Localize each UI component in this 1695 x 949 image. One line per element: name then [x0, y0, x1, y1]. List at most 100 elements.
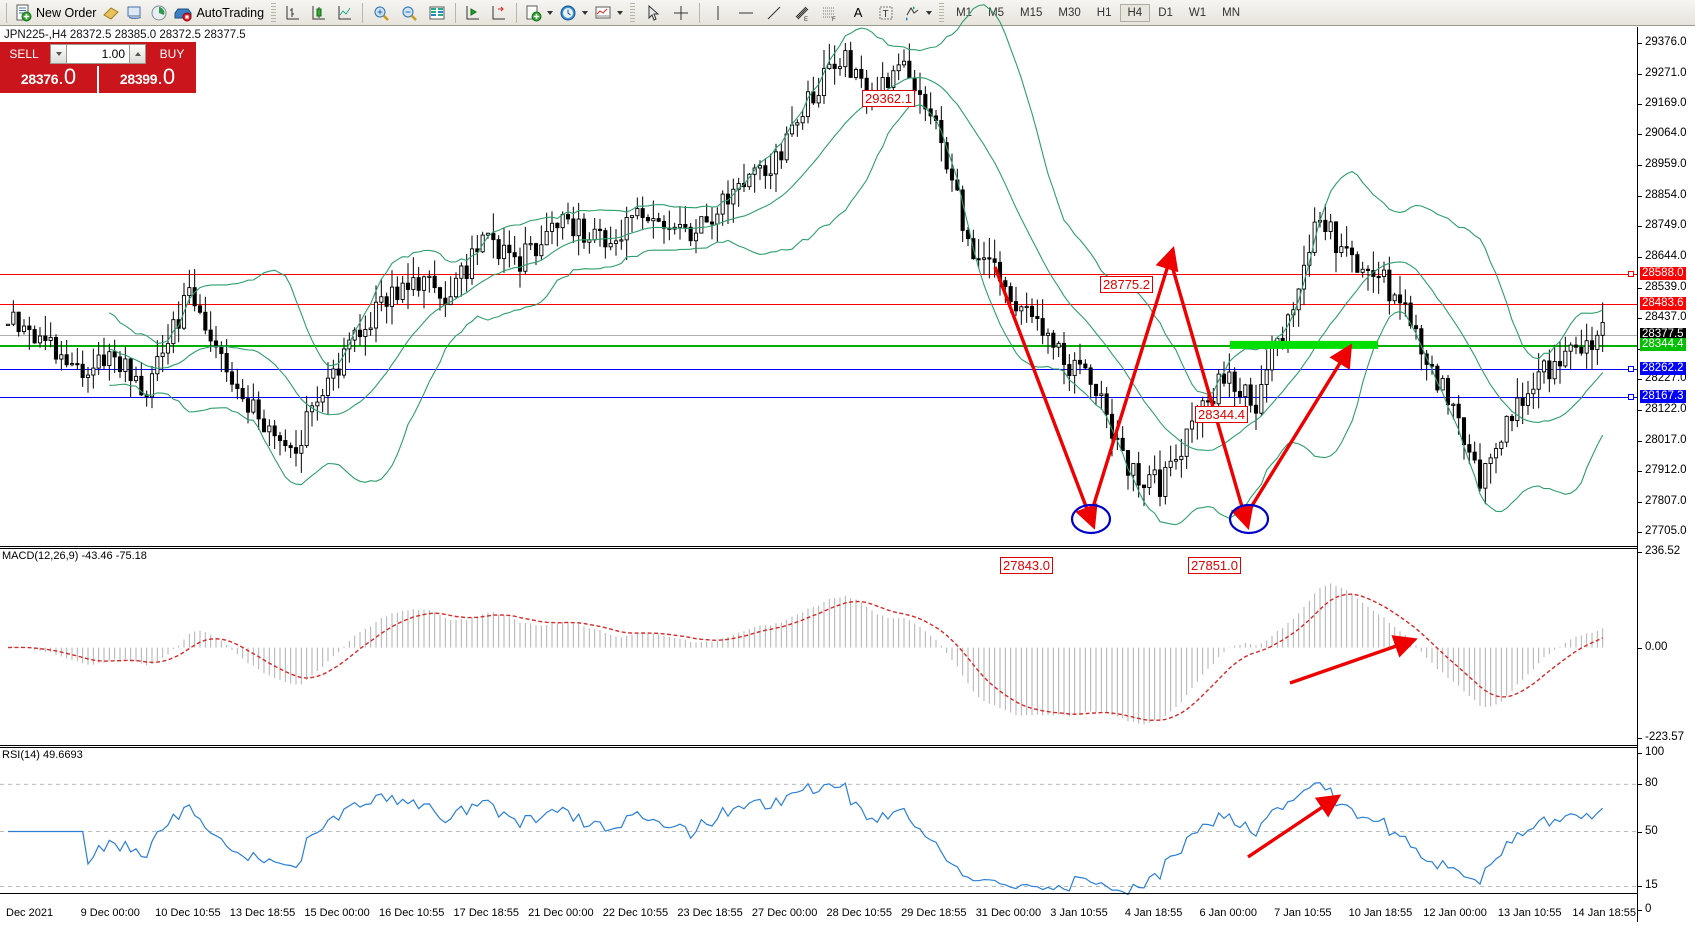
sell-price[interactable]: 28376 . 0 — [0, 66, 97, 93]
time-tick-label: 28 Dec 10:55 — [826, 907, 892, 919]
market-watch-icon[interactable] — [126, 4, 144, 22]
price-level-tag-28588.0[interactable]: 28588.0 — [1640, 266, 1686, 280]
period-caret-icon[interactable] — [582, 10, 589, 15]
time-tick-label: 9 Dec 00:00 — [80, 907, 140, 919]
text-box-icon[interactable]: T — [877, 4, 895, 22]
fibonacci-icon[interactable]: F — [821, 4, 839, 23]
add-indicator-caret-icon[interactable] — [547, 10, 554, 15]
volume-increase-button[interactable] — [129, 44, 146, 64]
price-level-handle[interactable] — [1628, 393, 1634, 400]
templates-caret-icon[interactable] — [617, 10, 624, 15]
templates-button[interactable] — [591, 2, 626, 24]
sell-button[interactable]: SELL — [0, 42, 48, 66]
cursor-icon[interactable] — [644, 4, 662, 22]
price-level-line-28262.2[interactable] — [0, 368, 1637, 370]
time-tick-label: 14 Jan 18:55 — [1572, 907, 1637, 919]
time-tick-label: 10 Jan 18:55 — [1348, 907, 1413, 919]
buy-button[interactable]: BUY — [148, 42, 196, 66]
timeframe-h4[interactable]: H4 — [1119, 3, 1151, 22]
rsi-tick-label: 80 — [1645, 777, 1658, 790]
chart-shift-icon[interactable] — [464, 4, 482, 22]
candlestick-chart-icon[interactable] — [310, 4, 328, 22]
rsi-panel-top-border — [0, 745, 1637, 746]
zoom-out-icon[interactable] — [400, 4, 418, 22]
text-tool-label: A — [853, 5, 863, 20]
tools-icon[interactable] — [102, 4, 120, 22]
new-order-button[interactable]: New Order — [11, 2, 99, 24]
volume-stepper: 1.00 — [48, 42, 148, 66]
macd-tick-label: -223.57 — [1645, 731, 1685, 743]
add-indicator-button[interactable] — [521, 2, 556, 24]
price-level-line-28483.6[interactable] — [0, 304, 1637, 306]
price-tick-label: 28749.0 — [1645, 219, 1687, 232]
price-tick-label: 29169.0 — [1645, 96, 1687, 109]
arrows-caret-icon[interactable] — [926, 10, 933, 15]
price-tick-label: 29271.0 — [1645, 66, 1687, 79]
time-tick-label: 31 Dec 00:00 — [975, 907, 1042, 919]
rsi-title: RSI(14) 49.6693 — [2, 749, 83, 761]
timeframe-m30[interactable]: M30 — [1058, 6, 1081, 19]
buy-price[interactable]: 28399 . 0 — [99, 66, 196, 93]
template-icon — [594, 4, 612, 22]
period-button[interactable] — [556, 2, 591, 24]
time-tick-label: 21 Dec 00:00 — [528, 907, 594, 919]
rsi-tick — [1638, 886, 1642, 888]
timeframe-m5[interactable]: M5 — [988, 6, 1005, 19]
volume-input[interactable]: 1.00 — [67, 44, 129, 64]
volume-decrease-button[interactable] — [50, 44, 67, 64]
timeframe-d1[interactable]: D1 — [1158, 6, 1173, 19]
trendline-icon[interactable] — [765, 4, 783, 22]
auto-scroll-icon[interactable] — [490, 4, 508, 22]
price-level-tag-28262.2[interactable]: 28262.2 — [1640, 361, 1686, 375]
arrows-button[interactable] — [900, 2, 935, 24]
vertical-line-icon[interactable] — [709, 4, 727, 22]
equidistant-channel-icon[interactable]: E — [793, 4, 811, 23]
toolbar-grip-3[interactable] — [939, 2, 945, 23]
zoom-in-icon[interactable] — [372, 4, 390, 22]
new-order-label: New Order — [36, 5, 97, 20]
signals-icon[interactable] — [150, 4, 168, 22]
timeframe-m1[interactable]: M1 — [956, 6, 973, 19]
chart-area[interactable]: 29376.0 29271.0 29169.0 29064.0 28959.0 28854… — [0, 4, 1695, 922]
price-level-handle[interactable] — [1628, 270, 1634, 277]
time-axis[interactable]: Dec 2021 9 Dec 00:00 10 Dec 10:55 13 Dec 18… — [0, 893, 1637, 922]
price-level-tag-28344.4[interactable]: 28344.4 — [1640, 337, 1686, 351]
time-tick-label: 16 Dec 10:55 — [378, 907, 445, 919]
rsi-tick — [1638, 784, 1642, 786]
price-tick — [1638, 317, 1642, 319]
sell-price-main: 28376 — [20, 71, 59, 87]
macd-tick — [1638, 647, 1642, 649]
price-chart-canvas — [5, 4, 1605, 535]
chart-annotation-28344.4[interactable]: 28344.4 — [1195, 406, 1248, 423]
price-level-line-28344.4[interactable] — [0, 344, 1637, 347]
timeframe-h1[interactable]: H1 — [1096, 6, 1112, 19]
chart-annotation-27851.0[interactable]: 27851.0 — [1188, 557, 1241, 574]
rsi-tick — [1638, 753, 1642, 754]
price-level-tag-28483.6[interactable]: 28483.6 — [1640, 297, 1686, 311]
toolbar-grip[interactable] — [271, 2, 277, 23]
text-label-icon[interactable]: A — [849, 4, 867, 22]
time-tick-label: Dec 2021 — [6, 907, 54, 919]
chart-annotation-28775.2[interactable]: 28775.2 — [1100, 276, 1153, 293]
timeframe-w1[interactable]: W1 — [1188, 6, 1207, 19]
price-tick-label: 28854.0 — [1645, 188, 1687, 201]
chart-annotation-29362.1[interactable]: 29362.1 — [862, 90, 915, 107]
line-chart-icon[interactable] — [336, 4, 354, 22]
price-level-line-28167.3[interactable] — [0, 396, 1637, 398]
chart-annotation-27843.0[interactable]: 27843.0 — [1000, 557, 1053, 574]
autotrading-button[interactable]: AutoTrading — [171, 2, 267, 24]
timeframe-m15[interactable]: M15 — [1020, 6, 1043, 19]
price-level-handle[interactable] — [1628, 365, 1634, 372]
timeframe-mn[interactable]: MN — [1222, 6, 1241, 19]
price-tick — [1638, 134, 1642, 136]
horizontal-line-icon[interactable] — [737, 4, 755, 22]
data-window-icon[interactable] — [428, 4, 446, 22]
svg-text:E: E — [804, 17, 808, 23]
bar-chart-icon[interactable] — [284, 4, 302, 22]
price-level-tag-28167.3[interactable]: 28167.3 — [1640, 389, 1686, 403]
rsi-tick-label: 15 — [1645, 879, 1658, 892]
toolbar-grip-2[interactable] — [630, 2, 636, 23]
price-level-line-28377.5[interactable] — [0, 335, 1637, 337]
crosshair-icon[interactable] — [672, 4, 690, 22]
price-level-line-28588.0[interactable] — [0, 273, 1637, 275]
